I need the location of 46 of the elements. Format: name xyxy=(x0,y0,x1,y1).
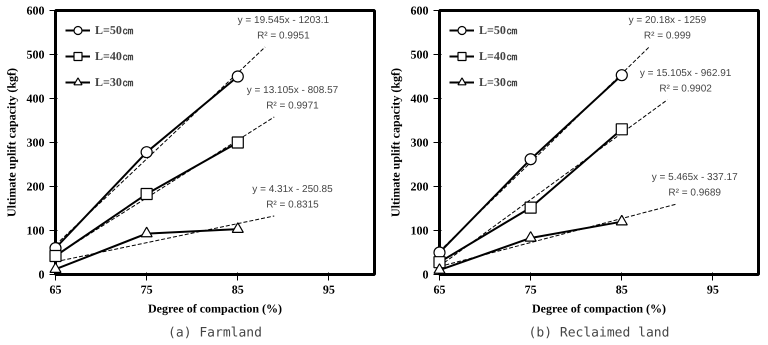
y-tick-label: 100 xyxy=(410,224,428,238)
y-tick-label: 500 xyxy=(410,48,428,62)
annotation: y = 19.545x - 1203.1 xyxy=(238,15,330,26)
y-tick-label: 600 xyxy=(26,4,44,18)
y-axis-title: Ultimate uplift capacity (kgf) xyxy=(388,68,402,217)
x-tick-label: 95 xyxy=(322,282,335,296)
annotation: y = 13.105x - 808.57 xyxy=(246,85,339,96)
annotation: y = 4.31x - 250.85 xyxy=(252,184,334,196)
y-tick-label: 200 xyxy=(26,180,44,194)
legend-label: L=40㎝ xyxy=(479,48,518,64)
annotation: y = 5.465x - 337.17 xyxy=(652,172,738,184)
y-tick-label: 300 xyxy=(26,136,44,150)
annotation: R² = 0.9902 xyxy=(659,83,712,94)
annotation: R² = 0.9971 xyxy=(266,100,320,112)
y-tick-label: 600 xyxy=(410,4,428,18)
legend-label: L=30㎝ xyxy=(95,74,134,90)
annotation: y = 20.18x - 1259 xyxy=(628,15,707,26)
y-tick-label: 500 xyxy=(26,48,44,62)
x-tick-label: 95 xyxy=(706,282,719,296)
annotation: R² = 0.9951 xyxy=(257,30,310,42)
text: (a) Farmland xyxy=(168,326,262,340)
x-tick-label: 75 xyxy=(524,282,537,296)
x-tick-label: 65 xyxy=(434,282,446,296)
y-tick-label: 200 xyxy=(410,180,428,194)
legend-label: L=50㎝ xyxy=(95,22,134,38)
text: (b) Reclaimed land xyxy=(528,326,670,340)
x-axis-title: Degree of compaction (%) xyxy=(148,302,282,316)
legend-label: L=30㎝ xyxy=(479,74,518,90)
annotation: R² = 0.8315 xyxy=(266,199,320,210)
y-tick-label: 400 xyxy=(410,92,428,106)
legend-label: L=40㎝ xyxy=(95,48,134,64)
annotation: R² = 0.999 xyxy=(644,30,692,42)
x-tick-label: 75 xyxy=(140,282,153,296)
y-tick-label: 0 xyxy=(422,268,428,282)
x-tick-label: 65 xyxy=(50,282,62,296)
y-tick-label: 0 xyxy=(38,268,44,282)
annotation: R² = 0.9689 xyxy=(668,188,722,199)
y-axis-title: Ultimate uplift capacity (kgf) xyxy=(4,68,18,217)
x-axis-title: Degree of compaction (%) xyxy=(532,302,666,316)
annotation: y = 15.105x - 962.91 xyxy=(640,68,732,79)
x-tick-label: 85 xyxy=(232,282,244,296)
y-tick-label: 300 xyxy=(410,136,428,150)
legend-label: L=50㎝ xyxy=(479,22,518,38)
y-tick-label: 400 xyxy=(26,92,44,106)
x-tick-label: 85 xyxy=(616,282,628,296)
y-tick-label: 100 xyxy=(26,224,44,238)
